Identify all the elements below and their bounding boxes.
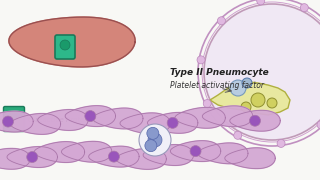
Polygon shape bbox=[120, 113, 171, 134]
Circle shape bbox=[234, 131, 242, 139]
Text: Platelet activating factor: Platelet activating factor bbox=[170, 80, 264, 89]
Circle shape bbox=[3, 116, 13, 127]
Polygon shape bbox=[34, 142, 85, 162]
Polygon shape bbox=[170, 141, 221, 161]
Polygon shape bbox=[10, 114, 61, 134]
Polygon shape bbox=[175, 107, 225, 128]
Circle shape bbox=[197, 56, 205, 64]
Circle shape bbox=[139, 124, 171, 156]
Circle shape bbox=[27, 152, 38, 163]
Circle shape bbox=[148, 133, 162, 147]
Circle shape bbox=[108, 151, 119, 162]
Polygon shape bbox=[197, 143, 248, 164]
Circle shape bbox=[241, 102, 251, 112]
Polygon shape bbox=[9, 17, 135, 67]
Circle shape bbox=[167, 117, 178, 128]
Circle shape bbox=[147, 127, 159, 139]
Circle shape bbox=[203, 100, 211, 107]
Polygon shape bbox=[7, 147, 57, 167]
Polygon shape bbox=[143, 145, 194, 165]
Polygon shape bbox=[148, 112, 198, 133]
Polygon shape bbox=[202, 106, 253, 127]
Text: Type II Pneumocyte: Type II Pneumocyte bbox=[170, 68, 269, 76]
Circle shape bbox=[60, 40, 70, 50]
Circle shape bbox=[190, 146, 201, 157]
Polygon shape bbox=[92, 108, 143, 129]
Polygon shape bbox=[38, 110, 88, 130]
Circle shape bbox=[257, 0, 265, 5]
Polygon shape bbox=[89, 146, 139, 167]
Circle shape bbox=[145, 140, 157, 152]
Circle shape bbox=[277, 140, 285, 147]
FancyBboxPatch shape bbox=[55, 35, 75, 59]
Polygon shape bbox=[65, 106, 116, 127]
Polygon shape bbox=[0, 148, 30, 169]
Polygon shape bbox=[225, 148, 275, 169]
Polygon shape bbox=[61, 141, 112, 162]
Circle shape bbox=[317, 121, 320, 129]
Circle shape bbox=[250, 115, 260, 126]
Polygon shape bbox=[210, 82, 290, 115]
Polygon shape bbox=[0, 111, 33, 132]
Circle shape bbox=[267, 98, 277, 108]
Polygon shape bbox=[116, 148, 166, 169]
Circle shape bbox=[242, 78, 252, 88]
Circle shape bbox=[204, 4, 320, 140]
Text: C-reactive Protein (C: C-reactive Protein (C bbox=[28, 117, 101, 123]
Circle shape bbox=[251, 93, 265, 107]
Polygon shape bbox=[230, 110, 280, 131]
Circle shape bbox=[85, 111, 96, 122]
Circle shape bbox=[230, 80, 246, 96]
Circle shape bbox=[300, 4, 308, 12]
FancyBboxPatch shape bbox=[4, 107, 25, 132]
Circle shape bbox=[217, 17, 225, 25]
